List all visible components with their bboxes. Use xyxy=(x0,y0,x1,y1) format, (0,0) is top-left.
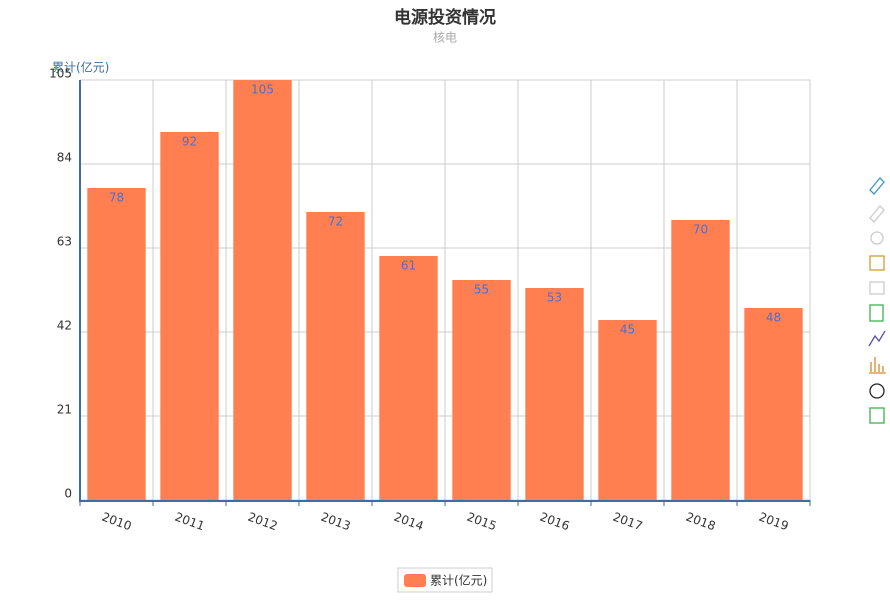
x-tick-label: 2014 xyxy=(392,510,425,534)
bar xyxy=(525,288,584,500)
tool-icon[interactable] xyxy=(868,330,886,347)
tool-icon[interactable] xyxy=(869,255,885,271)
x-tick-label: 2019 xyxy=(757,510,790,534)
legend-swatch xyxy=(404,574,426,587)
x-tick-label: 2013 xyxy=(319,510,352,534)
value-label: 78 xyxy=(109,191,124,205)
bar xyxy=(744,308,803,500)
value-label: 105 xyxy=(251,83,274,97)
y-tick-label: 21 xyxy=(57,403,72,417)
bar xyxy=(452,280,511,500)
value-label: 92 xyxy=(182,135,197,149)
value-label: 55 xyxy=(474,283,489,297)
x-tick-label: 2011 xyxy=(173,510,206,534)
y-axis-label: 累计(亿元) xyxy=(52,60,109,75)
y-tick-label: 63 xyxy=(57,235,72,249)
tool-icon[interactable] xyxy=(869,177,885,195)
legend-box xyxy=(397,567,493,593)
tool-icon[interactable] xyxy=(870,231,884,245)
y-tick-label: 0 xyxy=(64,487,72,501)
tool-icon[interactable] xyxy=(869,357,886,374)
y-tick-label: 84 xyxy=(57,151,72,165)
value-label: 48 xyxy=(766,311,781,325)
bar xyxy=(598,320,657,500)
x-tick-label: 2016 xyxy=(538,510,571,534)
value-label: 45 xyxy=(620,323,635,337)
legend-label: 累计(亿元) xyxy=(430,573,487,588)
bar xyxy=(306,212,365,500)
chart-title: 电源投资情况 xyxy=(394,7,496,28)
chart-subtitle: 核电 xyxy=(433,31,457,45)
tool-icon[interactable] xyxy=(869,383,885,399)
value-label: 72 xyxy=(328,215,343,229)
x-tick-label: 2012 xyxy=(246,510,279,534)
value-label: 61 xyxy=(401,259,416,273)
x-tick-label: 2015 xyxy=(465,510,498,534)
tool-icon[interactable] xyxy=(869,205,885,223)
tool-icon[interactable] xyxy=(869,407,885,424)
bar xyxy=(87,188,146,500)
bar xyxy=(671,220,730,500)
toolbox xyxy=(868,177,886,424)
value-label: 53 xyxy=(547,291,562,305)
bar xyxy=(160,132,219,500)
value-label: 70 xyxy=(693,223,708,237)
bar xyxy=(379,256,438,500)
tool-icon[interactable] xyxy=(869,281,885,295)
x-tick-label: 2017 xyxy=(611,510,644,534)
bar xyxy=(233,80,292,500)
tool-icon[interactable] xyxy=(869,304,884,322)
y-tick-label: 42 xyxy=(57,319,72,333)
y-tick-label: 105 xyxy=(49,67,72,81)
x-tick-label: 2018 xyxy=(684,510,717,534)
x-tick-label: 2010 xyxy=(100,510,133,534)
